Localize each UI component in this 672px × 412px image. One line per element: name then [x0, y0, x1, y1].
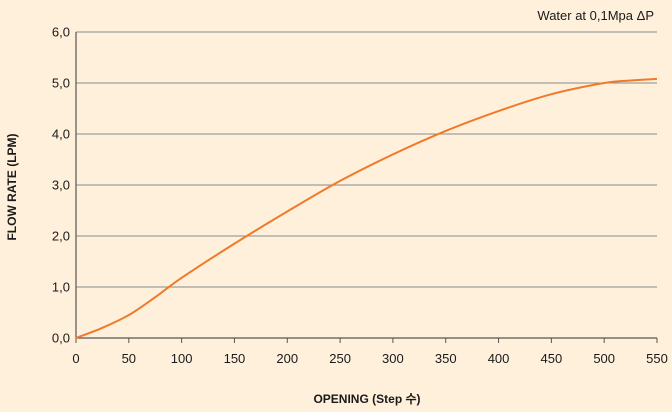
series-layer	[75, 77, 658, 339]
x-tick-label: 50	[122, 351, 136, 366]
y-tick-label: 3,0	[52, 178, 70, 193]
x-tick-label: 0	[72, 351, 79, 366]
grid-lines	[76, 31, 657, 288]
x-axis-title: OPENING (Step 수)	[313, 392, 420, 406]
y-tick-label: 2,0	[52, 229, 70, 244]
tick-labels: 0,0 1,0 2,0 3,0 4,0 5,0 6,0 0 50 100 150 200 250 300 3…	[52, 25, 668, 367]
x-tick-label: 250	[329, 351, 351, 366]
y-tick-label: 4,0	[52, 127, 70, 142]
flow-rate-series-line	[75, 77, 658, 339]
axes	[75, 32, 658, 343]
y-tick-label: 0,0	[52, 331, 70, 346]
annotation-text: Water at 0,1Mpa ΔP	[537, 8, 654, 23]
x-tick-label: 100	[171, 351, 193, 366]
y-tick-label: 1,0	[52, 280, 70, 295]
y-axis-title: FLOW RATE (LPM)	[5, 133, 19, 240]
x-tick-label: 350	[435, 351, 457, 366]
x-tick-label: 450	[541, 351, 563, 366]
x-tick-label: 400	[488, 351, 510, 366]
x-tick-label: 200	[276, 351, 298, 366]
x-tick-label: 300	[382, 351, 404, 366]
x-tick-label: 500	[593, 351, 615, 366]
y-tick-label: 6,0	[52, 25, 70, 40]
y-tick-label: 5,0	[52, 76, 70, 91]
x-tick-label: 150	[224, 351, 246, 366]
x-tick-label: 550	[646, 351, 668, 366]
